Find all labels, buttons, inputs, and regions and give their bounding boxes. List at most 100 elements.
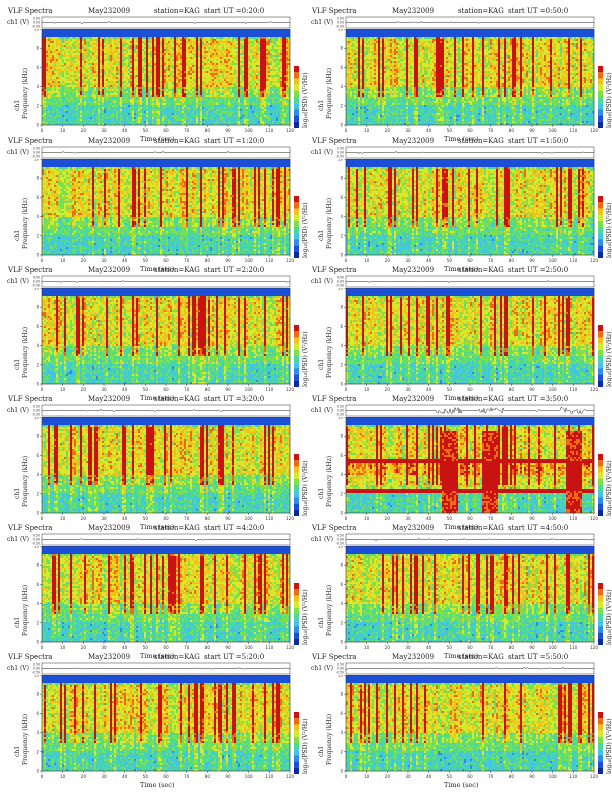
spectrogram-cell	[216, 59, 218, 61]
spectrogram-cell	[84, 115, 86, 117]
spectrogram-cell	[152, 49, 154, 51]
spectrogram-cell	[56, 41, 58, 43]
spectrogram-cell	[144, 45, 146, 47]
spectrogram-cell	[98, 105, 100, 107]
spectrogram-cell	[226, 59, 228, 61]
spectrogram-cell	[230, 63, 232, 65]
channel-label: ch1 (V)	[7, 19, 29, 26]
spectrogram-cell	[88, 55, 90, 57]
spectrogram-cell	[98, 49, 100, 51]
spectrogram-cell	[132, 121, 134, 123]
spectrogram-cell	[92, 67, 94, 69]
spectrogram-cell	[144, 77, 146, 79]
spectrogram-cell	[114, 75, 116, 77]
spectrogram-cell	[204, 59, 206, 61]
spectrogram-cell	[156, 77, 158, 79]
spectrogram-cell	[140, 39, 142, 41]
spectrogram-cell	[54, 115, 56, 117]
spectrogram-cell	[140, 57, 142, 59]
spectrogram-cell	[152, 79, 154, 81]
spectrogram-cell	[74, 53, 76, 55]
spectrogram-cell	[240, 103, 242, 105]
spectrogram-cell	[44, 65, 46, 67]
spectrogram-cell	[176, 99, 178, 101]
spectrogram-cell	[140, 53, 142, 55]
spectrogram-cell	[202, 97, 204, 99]
spectrogram-cell	[238, 69, 240, 71]
spectrogram-cell	[50, 111, 52, 113]
spectrogram-cell	[220, 61, 222, 63]
spectrogram-cell	[72, 87, 74, 89]
spectrogram-cell	[120, 77, 122, 79]
spectrogram-cell	[76, 79, 78, 81]
spectrogram-cell	[142, 113, 144, 115]
spectrogram-cell	[134, 85, 136, 87]
spectrogram-cell	[138, 61, 140, 63]
spectrogram-cell	[238, 73, 240, 75]
spectrogram-cell	[50, 109, 52, 111]
spectrogram-cell	[118, 65, 120, 67]
spectrogram-cell	[230, 41, 232, 43]
spectrogram-cell	[172, 53, 174, 55]
spectrogram-cell	[226, 85, 228, 87]
spectrogram-cell	[208, 113, 210, 115]
spectrogram-cell	[88, 81, 90, 83]
spectrogram-cell	[180, 67, 182, 69]
spectrogram-cell	[56, 91, 58, 93]
spectrogram-cell	[246, 57, 248, 59]
spectrogram-cell	[200, 67, 202, 69]
spectrogram-cell	[126, 107, 128, 109]
spectrogram-cell	[106, 73, 108, 75]
spectrogram-cell	[48, 91, 50, 93]
spectrogram-cell	[102, 97, 104, 99]
spectrogram-cell	[124, 75, 126, 77]
spectrogram-cell	[84, 47, 86, 49]
spectrogram-cell	[188, 37, 190, 39]
spectrogram-cell	[74, 57, 76, 59]
spectrogram-cell	[114, 59, 116, 61]
spectrogram-cell	[116, 59, 118, 61]
spectrogram-cell	[102, 107, 104, 109]
spectrogram-cell	[72, 93, 74, 95]
spectrogram-cell	[232, 51, 234, 53]
spectrogram-cell	[44, 79, 46, 81]
spectrogram-cell	[172, 47, 174, 49]
spectrogram-cell	[122, 35, 124, 37]
spectrogram-cell	[206, 97, 208, 99]
spectrogram-cell	[78, 61, 80, 63]
spectrogram-cell	[196, 89, 198, 91]
spectrogram-cell	[206, 47, 208, 49]
spectrogram-cell	[134, 79, 136, 81]
spectrogram-cell	[230, 81, 232, 83]
spectrogram-cell	[200, 107, 202, 109]
spectrogram-cell	[222, 95, 224, 97]
spectrogram-cell	[228, 65, 230, 67]
spectrogram-cell	[242, 95, 244, 97]
spectrogram-cell	[104, 93, 106, 95]
spectrogram-cell	[180, 99, 182, 101]
spectrogram-cell	[228, 49, 230, 51]
spectrogram-cell	[142, 117, 144, 119]
spectrogram-cell	[88, 57, 90, 59]
spectrogram-cell	[170, 57, 172, 59]
spectrogram-cell	[230, 57, 232, 59]
spectrogram-cell	[130, 81, 132, 83]
spectrogram-cell	[120, 29, 122, 31]
spectrogram-cell	[52, 95, 54, 97]
spectrogram-cell	[122, 113, 124, 115]
spectrogram-cell	[170, 61, 172, 63]
spectrogram-cell	[224, 89, 226, 91]
spectrogram-cell	[48, 57, 50, 59]
spectrogram-cell	[100, 75, 102, 77]
spectrogram-cell	[140, 31, 142, 33]
spectrogram-cell	[50, 105, 52, 107]
spectrogram-cell	[220, 37, 222, 39]
spectrogram-cell	[172, 41, 174, 43]
spectrogram-cell	[194, 59, 196, 61]
spectrogram-cell	[110, 85, 112, 87]
spectrogram-cell	[44, 97, 46, 99]
spectrogram-cell	[176, 43, 178, 45]
spectrogram-cell	[192, 119, 194, 121]
spectrogram-cell	[44, 37, 46, 39]
spectrogram-cell	[156, 67, 158, 69]
